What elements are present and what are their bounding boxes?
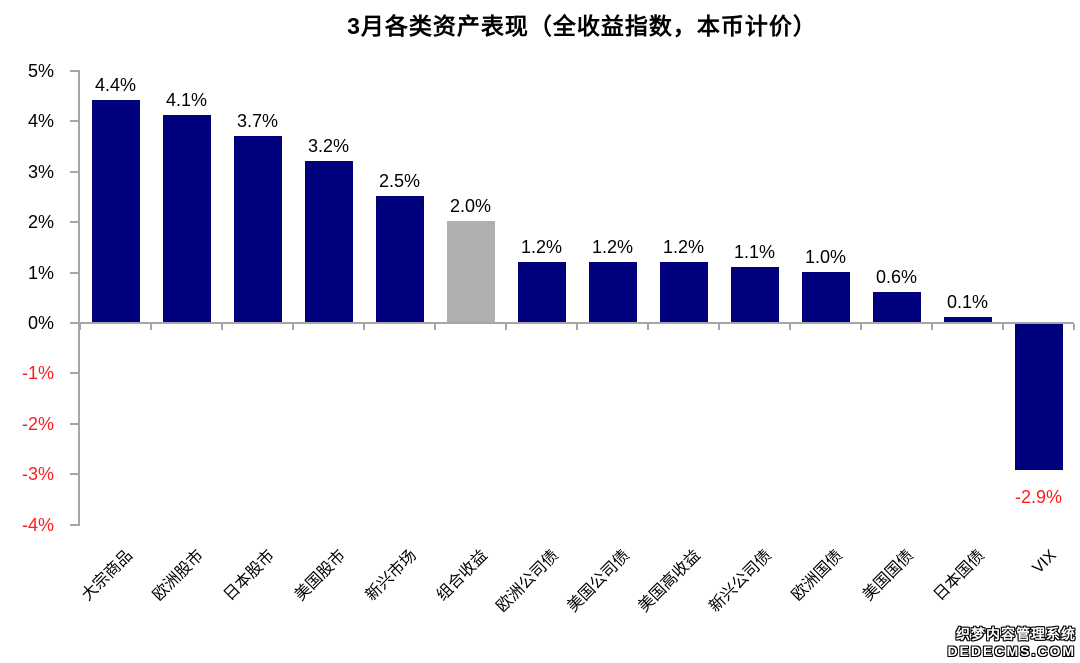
y-axis-tick [70, 473, 78, 476]
category-tick [718, 324, 720, 330]
x-axis-label: 美国高收益 [635, 547, 705, 616]
x-axis-label: 美国公司债 [564, 547, 634, 616]
bar-value-label: -2.9% [1014, 487, 1063, 508]
y-axis-tick [70, 523, 78, 526]
y-axis-tick-label: -2% [21, 413, 54, 434]
y-axis-tick-label: 5% [27, 61, 54, 81]
bar-value-label: 3.7% [236, 110, 279, 131]
category-tick [221, 324, 223, 330]
y-axis-tick [70, 70, 78, 72]
category-tick [505, 324, 507, 330]
x-axis-label: 日本股市 [221, 547, 279, 605]
y-axis-tick-label: -3% [21, 464, 54, 485]
bar [375, 196, 424, 322]
y-axis-tick [70, 322, 78, 324]
x-axis-label: 美国国债 [860, 547, 918, 605]
bar-value-label: 0.6% [875, 266, 918, 287]
bar [233, 135, 282, 322]
watermark-line-1: 织梦内容管理系统 [956, 626, 1076, 642]
y-axis-tick [70, 170, 78, 173]
bar [517, 261, 566, 322]
bar [446, 221, 495, 322]
x-axis-label: 新兴公司债 [706, 547, 776, 616]
x-axis-label: VIX [1029, 547, 1060, 578]
category-tick [434, 324, 436, 330]
category-tick [79, 324, 81, 330]
x-axis-label: 欧洲股市 [150, 547, 208, 605]
y-axis-tick-label: 3% [27, 161, 54, 182]
y-axis-tick-label: 0% [27, 313, 54, 333]
bar [872, 291, 921, 322]
category-tick [576, 324, 578, 330]
bar-value-label: 1.2% [520, 236, 563, 257]
y-axis-tick-label: 1% [27, 262, 54, 283]
category-tick [1073, 324, 1075, 330]
x-axis-label: 日本国债 [931, 547, 989, 605]
bar-value-label: 4.1% [165, 90, 208, 111]
y-axis-tick-label: 2% [27, 212, 54, 233]
category-tick [860, 324, 862, 330]
bar [730, 266, 779, 322]
category-tick [647, 324, 649, 330]
y-axis-tick [70, 372, 78, 375]
category-tick [1002, 324, 1004, 330]
bar-value-label: 1.0% [804, 246, 847, 267]
bar-value-label: 3.2% [307, 135, 350, 156]
bar-value-label: 1.2% [662, 236, 705, 257]
category-tick [931, 324, 933, 330]
watermark: 织梦内容管理系统 DEDECMS.COM [947, 626, 1076, 660]
bar-value-label: 2.5% [378, 171, 421, 191]
y-axis-tick [70, 422, 78, 425]
bar [304, 160, 353, 322]
bar [1014, 324, 1063, 471]
watermark-line-2: DEDECMS.COM [947, 643, 1076, 659]
bar-value-label: 1.2% [591, 236, 634, 257]
category-tick [789, 324, 791, 330]
category-tick [292, 324, 294, 330]
bar-value-label: 2.0% [449, 196, 492, 217]
bar [91, 100, 140, 322]
bar-value-label: 0.1% [946, 291, 989, 312]
x-axis-label: 美国股市 [292, 547, 350, 605]
x-axis-label: 欧洲公司债 [493, 547, 563, 616]
x-axis-label: 欧洲国债 [789, 547, 847, 605]
bar-value-label: 4.4% [94, 75, 137, 96]
category-tick [363, 324, 365, 330]
bar [943, 316, 992, 322]
x-axis-label: 组合收益 [434, 547, 492, 605]
bar-value-label: 1.1% [733, 241, 776, 262]
x-axis-label: 新兴市场 [363, 547, 421, 605]
y-axis-tick-label: -1% [21, 363, 54, 384]
bar [162, 115, 211, 322]
x-axis-line [80, 322, 1074, 324]
category-tick [150, 324, 152, 330]
bar [801, 271, 850, 322]
bar [659, 261, 708, 322]
chart-title: 3月各类资产表现（全收益指数，本币计价） [347, 13, 817, 39]
y-axis-tick [70, 271, 78, 274]
y-axis-tick [70, 120, 78, 123]
bar [588, 261, 637, 322]
x-axis-label: 大宗商品 [79, 547, 137, 605]
y-axis-tick-label: -4% [21, 514, 54, 535]
y-axis-tick-label: 4% [27, 111, 54, 132]
y-axis-line [78, 70, 80, 526]
y-axis-tick [70, 221, 78, 224]
